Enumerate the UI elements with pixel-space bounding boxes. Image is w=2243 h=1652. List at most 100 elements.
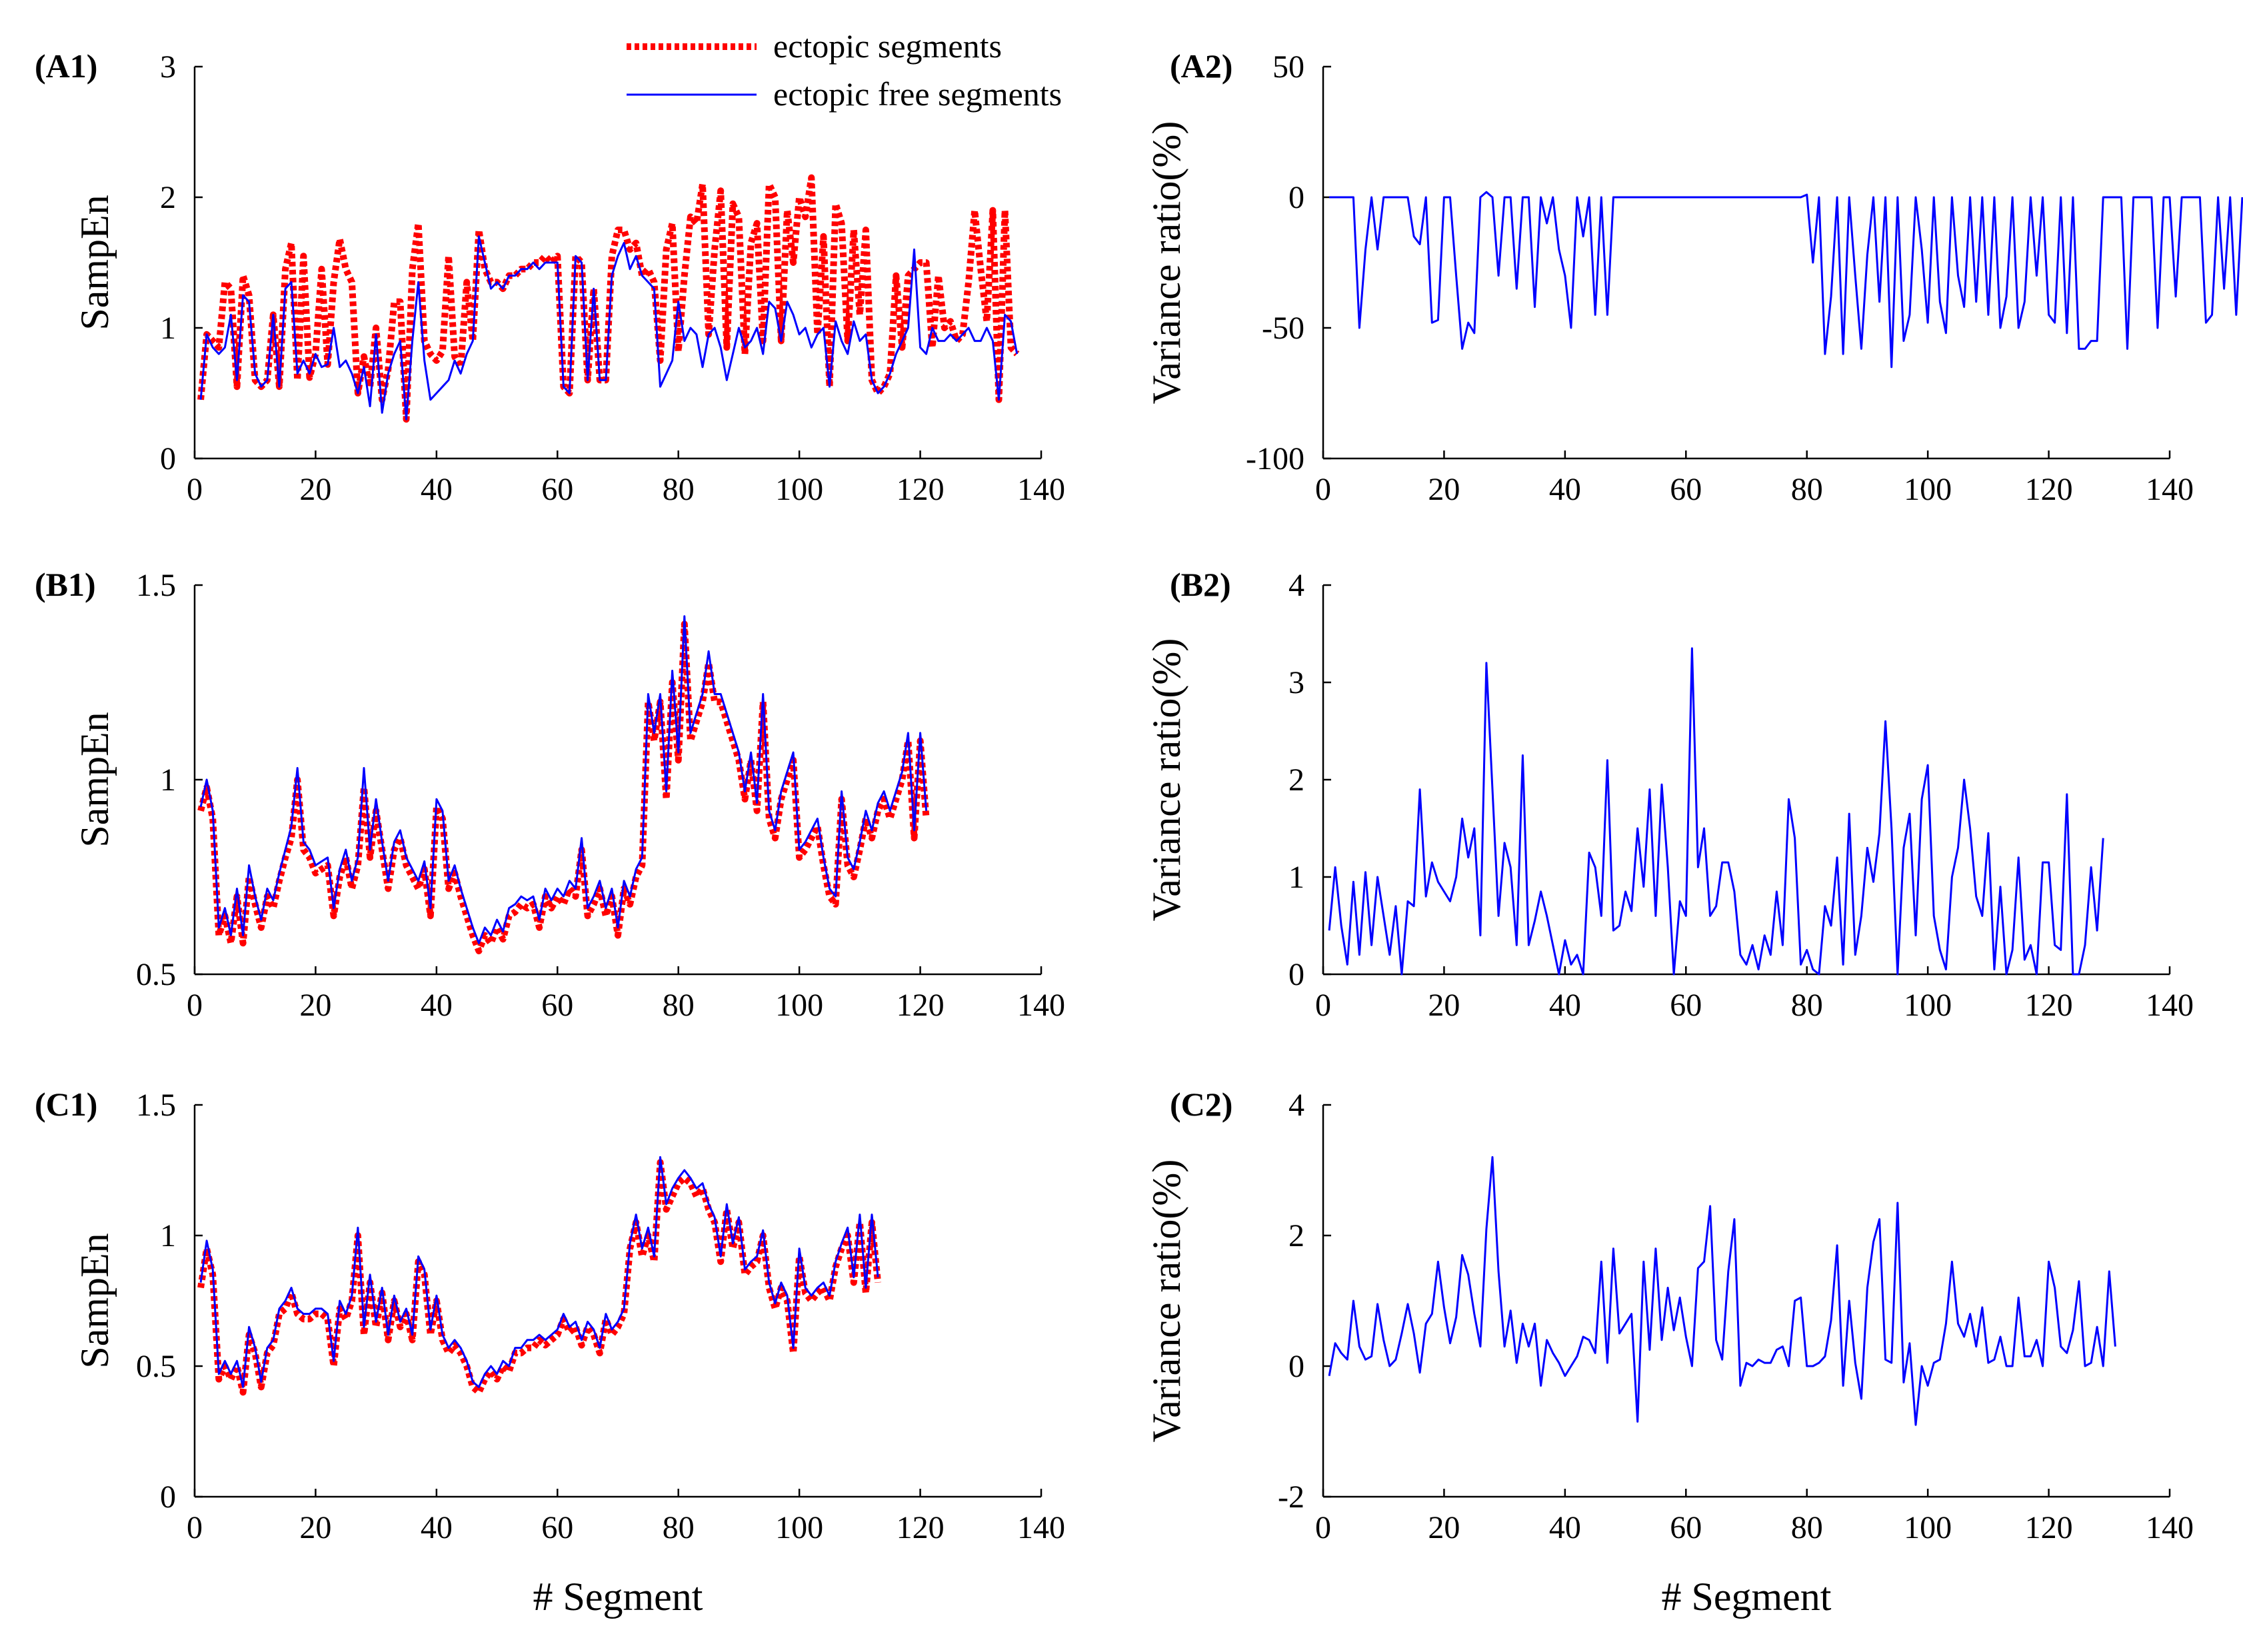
- panel-label: (A1): [35, 47, 97, 85]
- x-tick-label: 60: [541, 472, 573, 507]
- y-axis-label: Variance ratio(%): [1144, 121, 1188, 405]
- series-ectopic-free-line: [199, 235, 1019, 420]
- panel-b1: 0 20 40 60 80 100 120 140 0.5 1 1.5 SampEn (B1): [35, 566, 1065, 1023]
- y-tick-label: 0: [1288, 1349, 1304, 1384]
- x-tick-label: 0: [1315, 1510, 1331, 1545]
- x-tick-label: 0: [187, 988, 203, 1023]
- x-tick-label: 60: [541, 1510, 573, 1545]
- y-tick-label: 1: [160, 311, 176, 346]
- x-tick-label: 80: [1791, 472, 1823, 507]
- y-tick-label: 0: [160, 1479, 176, 1515]
- y-tick-label: 1: [160, 1218, 176, 1253]
- y-tick-label: 4: [1288, 1088, 1304, 1123]
- series-ectopic-line: [197, 174, 1020, 423]
- y-tick-label: 2: [1288, 1218, 1304, 1253]
- x-tick-label: 80: [1791, 988, 1823, 1023]
- y-tick-label: 2: [1288, 762, 1304, 798]
- y-tick-label: 3: [160, 49, 176, 85]
- x-tick-label: 60: [1670, 988, 1702, 1023]
- x-tick-label: 20: [299, 472, 331, 507]
- x-tick-label: 100: [775, 1510, 823, 1545]
- y-tick-label: 2: [160, 180, 176, 215]
- panel-label: (B2): [1170, 566, 1231, 603]
- x-tick-label: 80: [663, 472, 695, 507]
- y-axis-label: SampEn: [73, 712, 117, 847]
- x-tick-label: 80: [1791, 1510, 1823, 1545]
- panel-a1: 0 20 40 60 80 100 120 140 0 1 2 3 SampEn (A1): [35, 47, 1065, 507]
- panel-label: (A2): [1170, 47, 1232, 85]
- legend: ectopic segments ectopic free segments: [627, 27, 1062, 113]
- x-tick-label: 100: [1904, 988, 1952, 1023]
- y-tick-label: 0: [1288, 180, 1304, 215]
- x-tick-label: 60: [541, 988, 573, 1023]
- series-variance-ratio-line: [1328, 1156, 2116, 1426]
- x-tick-label: 140: [1017, 988, 1065, 1023]
- y-tick-label: 4: [1288, 568, 1304, 603]
- x-tick-label: 120: [2025, 472, 2073, 507]
- y-tick-label: -50: [1262, 311, 1304, 346]
- x-tick-label: 0: [1315, 472, 1331, 507]
- y-axis-label: SampEn: [73, 1233, 117, 1368]
- x-tick-label: 120: [2025, 1510, 2073, 1545]
- x-tick-label: 0: [187, 472, 203, 507]
- y-tick-label: 0: [160, 441, 176, 476]
- x-tick-label: 60: [1670, 472, 1702, 507]
- y-tick-label: 1: [160, 762, 176, 798]
- x-tick-label: 40: [421, 472, 453, 507]
- panel-label: (C1): [35, 1086, 97, 1123]
- x-tick-label: 0: [1315, 988, 1331, 1023]
- x-tick-label: 20: [1428, 988, 1460, 1023]
- y-tick-label: -2: [1278, 1479, 1304, 1515]
- series-variance-ratio-line: [1328, 647, 2104, 976]
- x-tick-label: 20: [299, 1510, 331, 1545]
- panel-c2: 0 20 40 60 80 100 120 140 -2 0 2 4 Variance ratio(%)…: [1144, 1086, 2194, 1619]
- y-tick-label: 1.5: [136, 1088, 176, 1123]
- x-tick-label: 120: [897, 472, 945, 507]
- x-tick-label: 100: [1904, 472, 1952, 507]
- y-tick-label: -100: [1246, 441, 1304, 476]
- x-tick-label: 20: [299, 988, 331, 1023]
- panel-b2: 0 20 40 60 80 100 120 140 0 1 2 3 4 Variance ratio(%)…: [1144, 566, 2194, 1023]
- series-ectopic-free-line: [199, 1156, 879, 1388]
- series-ectopic-line: [197, 620, 930, 954]
- x-tick-label: 40: [421, 988, 453, 1023]
- x-axis-label: # Segment: [1662, 1575, 1832, 1619]
- x-tick-label: 40: [1549, 1510, 1581, 1545]
- x-tick-label: 80: [663, 1510, 695, 1545]
- y-axis-label: Variance ratio(%): [1144, 638, 1188, 922]
- y-tick-label: 1: [1288, 860, 1304, 895]
- x-tick-label: 120: [897, 1510, 945, 1545]
- x-tick-label: 40: [1549, 472, 1581, 507]
- y-tick-label: 3: [1288, 665, 1304, 700]
- series-ectopic-free-line: [199, 615, 928, 944]
- x-tick-label: 100: [775, 472, 823, 507]
- x-tick-label: 60: [1670, 1510, 1702, 1545]
- panel-a2: 0 20 40 60 80 100 120 140 -100 -50 0 50 Variance rat…: [1144, 47, 2243, 507]
- panel-label: (C2): [1170, 1086, 1232, 1123]
- x-tick-label: 140: [2146, 988, 2194, 1023]
- series-ectopic-line: [197, 1159, 882, 1396]
- x-tick-label: 100: [775, 988, 823, 1023]
- x-tick-label: 20: [1428, 1510, 1460, 1545]
- y-tick-label: 50: [1272, 49, 1304, 85]
- series-variance-ratio-line: [1329, 191, 2243, 369]
- x-tick-label: 140: [1017, 1510, 1065, 1545]
- y-tick-label: 0.5: [136, 957, 176, 992]
- x-tick-label: 140: [1017, 472, 1065, 507]
- y-tick-label: 0.5: [136, 1349, 176, 1384]
- x-axis-label: # Segment: [533, 1575, 703, 1619]
- x-tick-label: 140: [2146, 472, 2194, 507]
- x-tick-label: 120: [897, 988, 945, 1023]
- x-tick-label: 20: [1428, 472, 1460, 507]
- legend-free-label: ectopic free segments: [773, 75, 1062, 113]
- y-axis-label: SampEn: [73, 195, 117, 330]
- y-axis-label: Variance ratio(%): [1144, 1160, 1188, 1443]
- x-tick-label: 80: [663, 988, 695, 1023]
- y-tick-label: 1.5: [136, 568, 176, 603]
- x-tick-label: 0: [187, 1510, 203, 1545]
- legend-ectopic-label: ectopic segments: [773, 27, 1002, 65]
- x-tick-label: 120: [2025, 988, 2073, 1023]
- panel-c1: 0 20 40 60 80 100 120 140 0 0.5 1 1.5 SampEn # Segmen…: [35, 1086, 1065, 1619]
- x-tick-label: 40: [1549, 988, 1581, 1023]
